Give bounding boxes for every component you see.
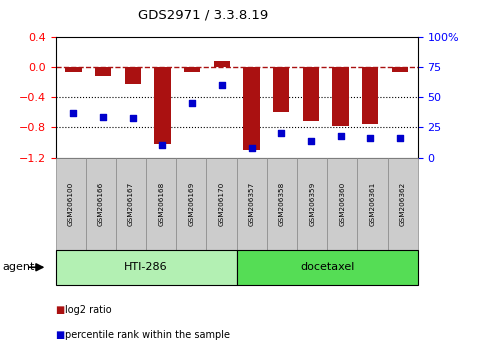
Text: GSM206167: GSM206167 (128, 181, 134, 226)
Point (158, 143, 166, 148)
Point (129, 115, 137, 121)
Point (248, 145, 256, 151)
Point (99, 114, 107, 119)
Bar (273, 67, 289, 113)
Bar (125, 67, 141, 84)
Point (396, 136, 404, 141)
Bar (154, 67, 170, 144)
Bar (392, 67, 408, 72)
Text: log2 ratio: log2 ratio (65, 305, 112, 315)
Text: GSM206362: GSM206362 (400, 181, 406, 226)
Text: HTI-286: HTI-286 (124, 262, 168, 272)
Text: ■: ■ (56, 330, 65, 339)
Text: GSM206168: GSM206168 (158, 181, 164, 226)
Point (70, 110, 77, 116)
Bar (332, 67, 349, 126)
Text: GSM206360: GSM206360 (340, 181, 345, 226)
Bar (243, 67, 260, 150)
Bar (184, 67, 200, 72)
Point (277, 131, 285, 136)
Text: ■: ■ (56, 305, 65, 315)
Text: GDS2971 / 3.3.8.19: GDS2971 / 3.3.8.19 (138, 9, 268, 22)
Text: GSM206359: GSM206359 (309, 181, 315, 226)
Point (188, 101, 196, 106)
Point (218, 82, 226, 88)
Text: GSM206357: GSM206357 (249, 181, 255, 226)
Text: GSM206169: GSM206169 (188, 181, 194, 226)
Text: docetaxel: docetaxel (300, 262, 355, 272)
Text: GSM206170: GSM206170 (219, 181, 225, 226)
Text: GSM206361: GSM206361 (369, 181, 375, 226)
Bar (362, 67, 379, 124)
Bar (65, 67, 82, 72)
Bar (303, 67, 319, 121)
Point (367, 136, 374, 141)
Bar (213, 61, 230, 67)
Text: agent: agent (2, 262, 35, 272)
Point (307, 138, 315, 143)
Point (337, 133, 344, 139)
Text: GSM206358: GSM206358 (279, 181, 285, 226)
Text: GSM206100: GSM206100 (68, 181, 73, 226)
Bar (95, 67, 111, 76)
Text: GSM206166: GSM206166 (98, 181, 104, 226)
Text: percentile rank within the sample: percentile rank within the sample (65, 330, 230, 339)
